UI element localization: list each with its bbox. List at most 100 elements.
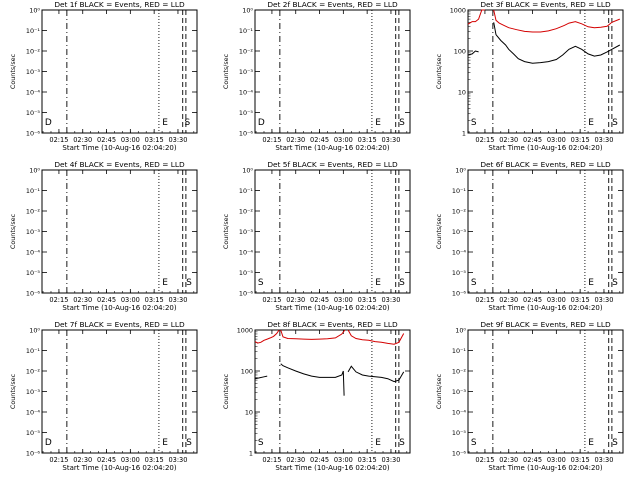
y-tick-label: 10⁰ [242,7,253,15]
y-tick-label: 10⁻² [239,208,254,216]
y-tick-label: 10⁻⁵ [452,429,467,437]
y-tick-label: 10⁻⁴ [26,409,41,417]
x-axis-label: Start Time (10-Aug-16 02:04:20) [275,464,389,472]
x-axis-label: Start Time (10-Aug-16 02:04:20) [488,144,602,152]
y-tick-label: 10⁻¹ [239,187,254,195]
x-axis-label: Start Time (10-Aug-16 02:04:20) [62,304,176,312]
marker-d: D [45,118,52,128]
y-tick-label: 100 [241,368,253,376]
x-tick-label: 03:00 [547,136,566,144]
x-tick-label: 02:45 [523,136,542,144]
y-tick-label: 1 [462,130,466,138]
marker-d: D [258,118,265,128]
x-tick-label: 03:30 [168,136,187,144]
x-tick-label: 02:45 [523,296,542,304]
y-tick-label: 1000 [237,327,253,335]
y-axis-label: Counts/sec [435,213,443,249]
x-tick-label: 03:30 [381,456,400,464]
marker-s: S [186,438,192,448]
events-rate-line [467,50,479,56]
x-tick-label: 02:30 [73,456,92,464]
lld-rate-line [254,329,280,344]
marker-s: S [185,118,191,128]
y-tick-label: 10⁻⁶ [26,130,41,138]
plot-frame [467,329,624,454]
panel-title: Det 7f BLACK = Events, RED = LLD [54,320,185,329]
y-tick-label: 1000 [450,7,466,15]
x-tick-label: 03:00 [334,456,353,464]
y-axis-label: Counts/sec [435,373,443,409]
x-axis-label: Start Time (10-Aug-16 02:04:20) [62,464,176,472]
marker-s: S [612,438,618,448]
y-tick-label: 10⁻⁵ [452,269,467,277]
x-tick-label: 02:45 [523,456,542,464]
marker-e: E [375,118,381,128]
y-axis-label: Counts/sec [9,213,17,249]
y-tick-label: 10⁻⁴ [239,89,254,97]
detector-panel-1: Det 1f BLACK = Events, RED = LLD 02:15 02:… [9,0,198,152]
panel-title: Det 4f BLACK = Events, RED = LLD [54,160,185,169]
x-tick-label: 02:15 [49,456,68,464]
plot-frame [467,169,624,294]
y-tick-label: 10⁻³ [239,68,254,76]
events-rate-line [254,375,268,380]
plot-frame [41,9,198,134]
events-rate-line [493,22,621,64]
y-tick-label: 10⁻⁵ [239,269,254,277]
plot-frame [467,9,624,134]
y-tick-label: 1 [249,450,253,458]
panel-title: Det 1f BLACK = Events, RED = LLD [54,0,185,9]
y-tick-label: 10⁰ [242,167,253,175]
x-tick-label: 02:15 [475,456,494,464]
y-tick-label: 10⁻¹ [452,187,467,195]
x-tick-label: 02:15 [262,296,281,304]
x-axis-label: Start Time (10-Aug-16 02:04:20) [275,304,389,312]
detector-panel-2: Det 2f BLACK = Events, RED = LLD 02:15 02:… [222,0,411,152]
y-tick-label: 100 [454,48,466,56]
y-axis-label: Counts/sec [222,213,230,249]
events-rate-line [280,363,345,396]
y-tick-label: 10⁻⁴ [26,249,41,257]
x-tick-label: 03:30 [594,296,613,304]
y-tick-label: 10⁻³ [452,388,467,396]
marker-s: S [471,438,477,448]
x-tick-label: 02:45 [310,456,329,464]
y-tick-label: 10⁻³ [452,228,467,236]
x-tick-label: 03:15 [571,136,590,144]
panel-title: Det 5f BLACK = Events, RED = LLD [267,160,398,169]
marker-s: S [399,118,405,128]
y-tick-label: 10⁻² [26,48,41,56]
y-tick-label: 10 [245,409,253,417]
x-axis-label: Start Time (10-Aug-16 02:04:20) [275,144,389,152]
marker-s: S [612,118,618,128]
x-tick-label: 02:30 [73,136,92,144]
x-tick-label: 03:15 [358,136,377,144]
y-tick-label: 10⁻⁶ [452,290,467,298]
marker-e: E [162,278,168,288]
x-tick-label: 03:00 [121,456,140,464]
x-tick-label: 03:00 [334,296,353,304]
x-tick-label: 03:00 [547,456,566,464]
y-tick-label: 10⁰ [29,7,40,15]
marker-e: E [375,278,381,288]
panel-title: Det 9f BLACK = Events, RED = LLD [480,320,611,329]
y-tick-label: 10⁻⁴ [26,89,41,97]
y-tick-label: 10⁻² [26,368,41,376]
x-tick-label: 03:00 [334,136,353,144]
y-tick-label: 10⁻² [452,368,467,376]
y-tick-label: 10⁻³ [26,228,41,236]
y-tick-label: 10⁰ [29,167,40,175]
y-tick-label: 10⁻² [452,208,467,216]
detector-panel-5: Det 5f BLACK = Events, RED = LLD 02:15 02:… [222,160,411,312]
x-tick-label: 02:30 [499,136,518,144]
detector-panel-8: Det 8f BLACK = Events, RED = LLD 02:15 02:… [222,320,411,472]
marker-s: S [186,278,192,288]
marker-e: E [375,438,381,448]
y-axis-label: Counts/sec [435,53,443,89]
y-axis-label: Counts/sec [9,53,17,89]
y-tick-label: 10⁻³ [26,388,41,396]
x-tick-label: 02:15 [49,136,68,144]
x-tick-label: 02:30 [286,456,305,464]
x-tick-label: 02:15 [262,136,281,144]
